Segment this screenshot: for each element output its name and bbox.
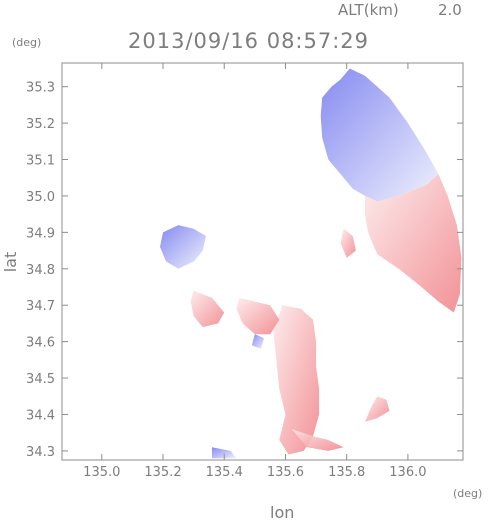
echo-region-red xyxy=(340,228,356,258)
echo-region-red xyxy=(273,305,320,455)
x-tick-label: 135.8 xyxy=(328,465,365,480)
y-unit-label: (deg) xyxy=(12,36,41,49)
echo-region-red xyxy=(365,174,462,313)
x-tick-label: 135.6 xyxy=(267,465,304,480)
echo-region-blue xyxy=(320,68,439,202)
echo-region-blue xyxy=(251,334,264,349)
y-tick-label: 35.3 xyxy=(26,81,55,96)
y-tick-label: 34.5 xyxy=(26,372,55,387)
x-axis-label: lon xyxy=(270,503,294,521)
y-tick-label: 34.8 xyxy=(26,263,55,278)
x-tick-label: 135.2 xyxy=(144,465,181,480)
y-tick-label: 35.2 xyxy=(26,117,55,132)
x-tick-label: 135.4 xyxy=(206,465,243,480)
axis-ticks: 135.0 135.2 135.4 135.6 135.8 136.0 34.3 34.4 34… xyxy=(26,63,463,480)
y-tick-label: 35.1 xyxy=(26,154,55,169)
altitude-value: 2.0 xyxy=(438,1,462,19)
y-tick-label: 34.4 xyxy=(26,408,55,423)
y-axis-label: lat xyxy=(1,252,20,273)
echo-region-red xyxy=(291,429,344,451)
y-tick-label: 34.7 xyxy=(26,299,55,314)
altitude-label: ALT(km) xyxy=(338,1,399,19)
plot-frame xyxy=(61,62,464,461)
echo-layer xyxy=(160,68,462,459)
y-tick-label: 34.9 xyxy=(26,226,55,241)
echo-region-blue xyxy=(160,225,206,269)
x-tick-label: 136.0 xyxy=(389,465,426,480)
y-tick-label: 34.3 xyxy=(26,445,55,460)
x-unit-label: (deg) xyxy=(453,487,482,500)
page-title: 2013/09/16 08:57:29 xyxy=(128,29,369,53)
echo-region-red xyxy=(365,396,390,422)
y-tick-label: 34.6 xyxy=(26,336,55,351)
echo-region-blue xyxy=(212,447,237,459)
echo-region-red xyxy=(236,297,280,335)
echo-region-red xyxy=(190,290,225,328)
x-tick-label: 135.0 xyxy=(83,465,120,480)
y-tick-label: 35.0 xyxy=(26,190,55,205)
